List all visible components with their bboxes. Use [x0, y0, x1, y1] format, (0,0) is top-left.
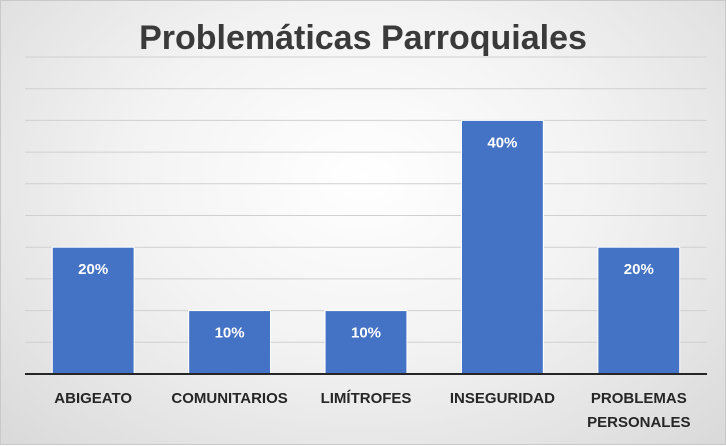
data-label: 20%: [78, 261, 108, 278]
tick-label: INSEGURIDAD: [450, 390, 555, 407]
chart-title: Problemáticas Parroquiales: [139, 19, 587, 57]
data-label: 40%: [487, 134, 517, 151]
tick-label: LIMÍTROFES: [321, 390, 412, 407]
data-label: 20%: [624, 261, 654, 278]
tick-label: ABIGEATO: [54, 390, 132, 407]
tick-label: PROBLEMAS PERSONALES: [587, 390, 690, 431]
tick-label: COMUNITARIOS: [171, 390, 287, 407]
bar: [460, 119, 544, 375]
bar: [324, 310, 408, 375]
data-label: 10%: [215, 325, 245, 342]
bar: [51, 246, 135, 375]
bar: [597, 246, 681, 375]
bar: [188, 310, 272, 375]
data-label: 10%: [351, 325, 381, 342]
